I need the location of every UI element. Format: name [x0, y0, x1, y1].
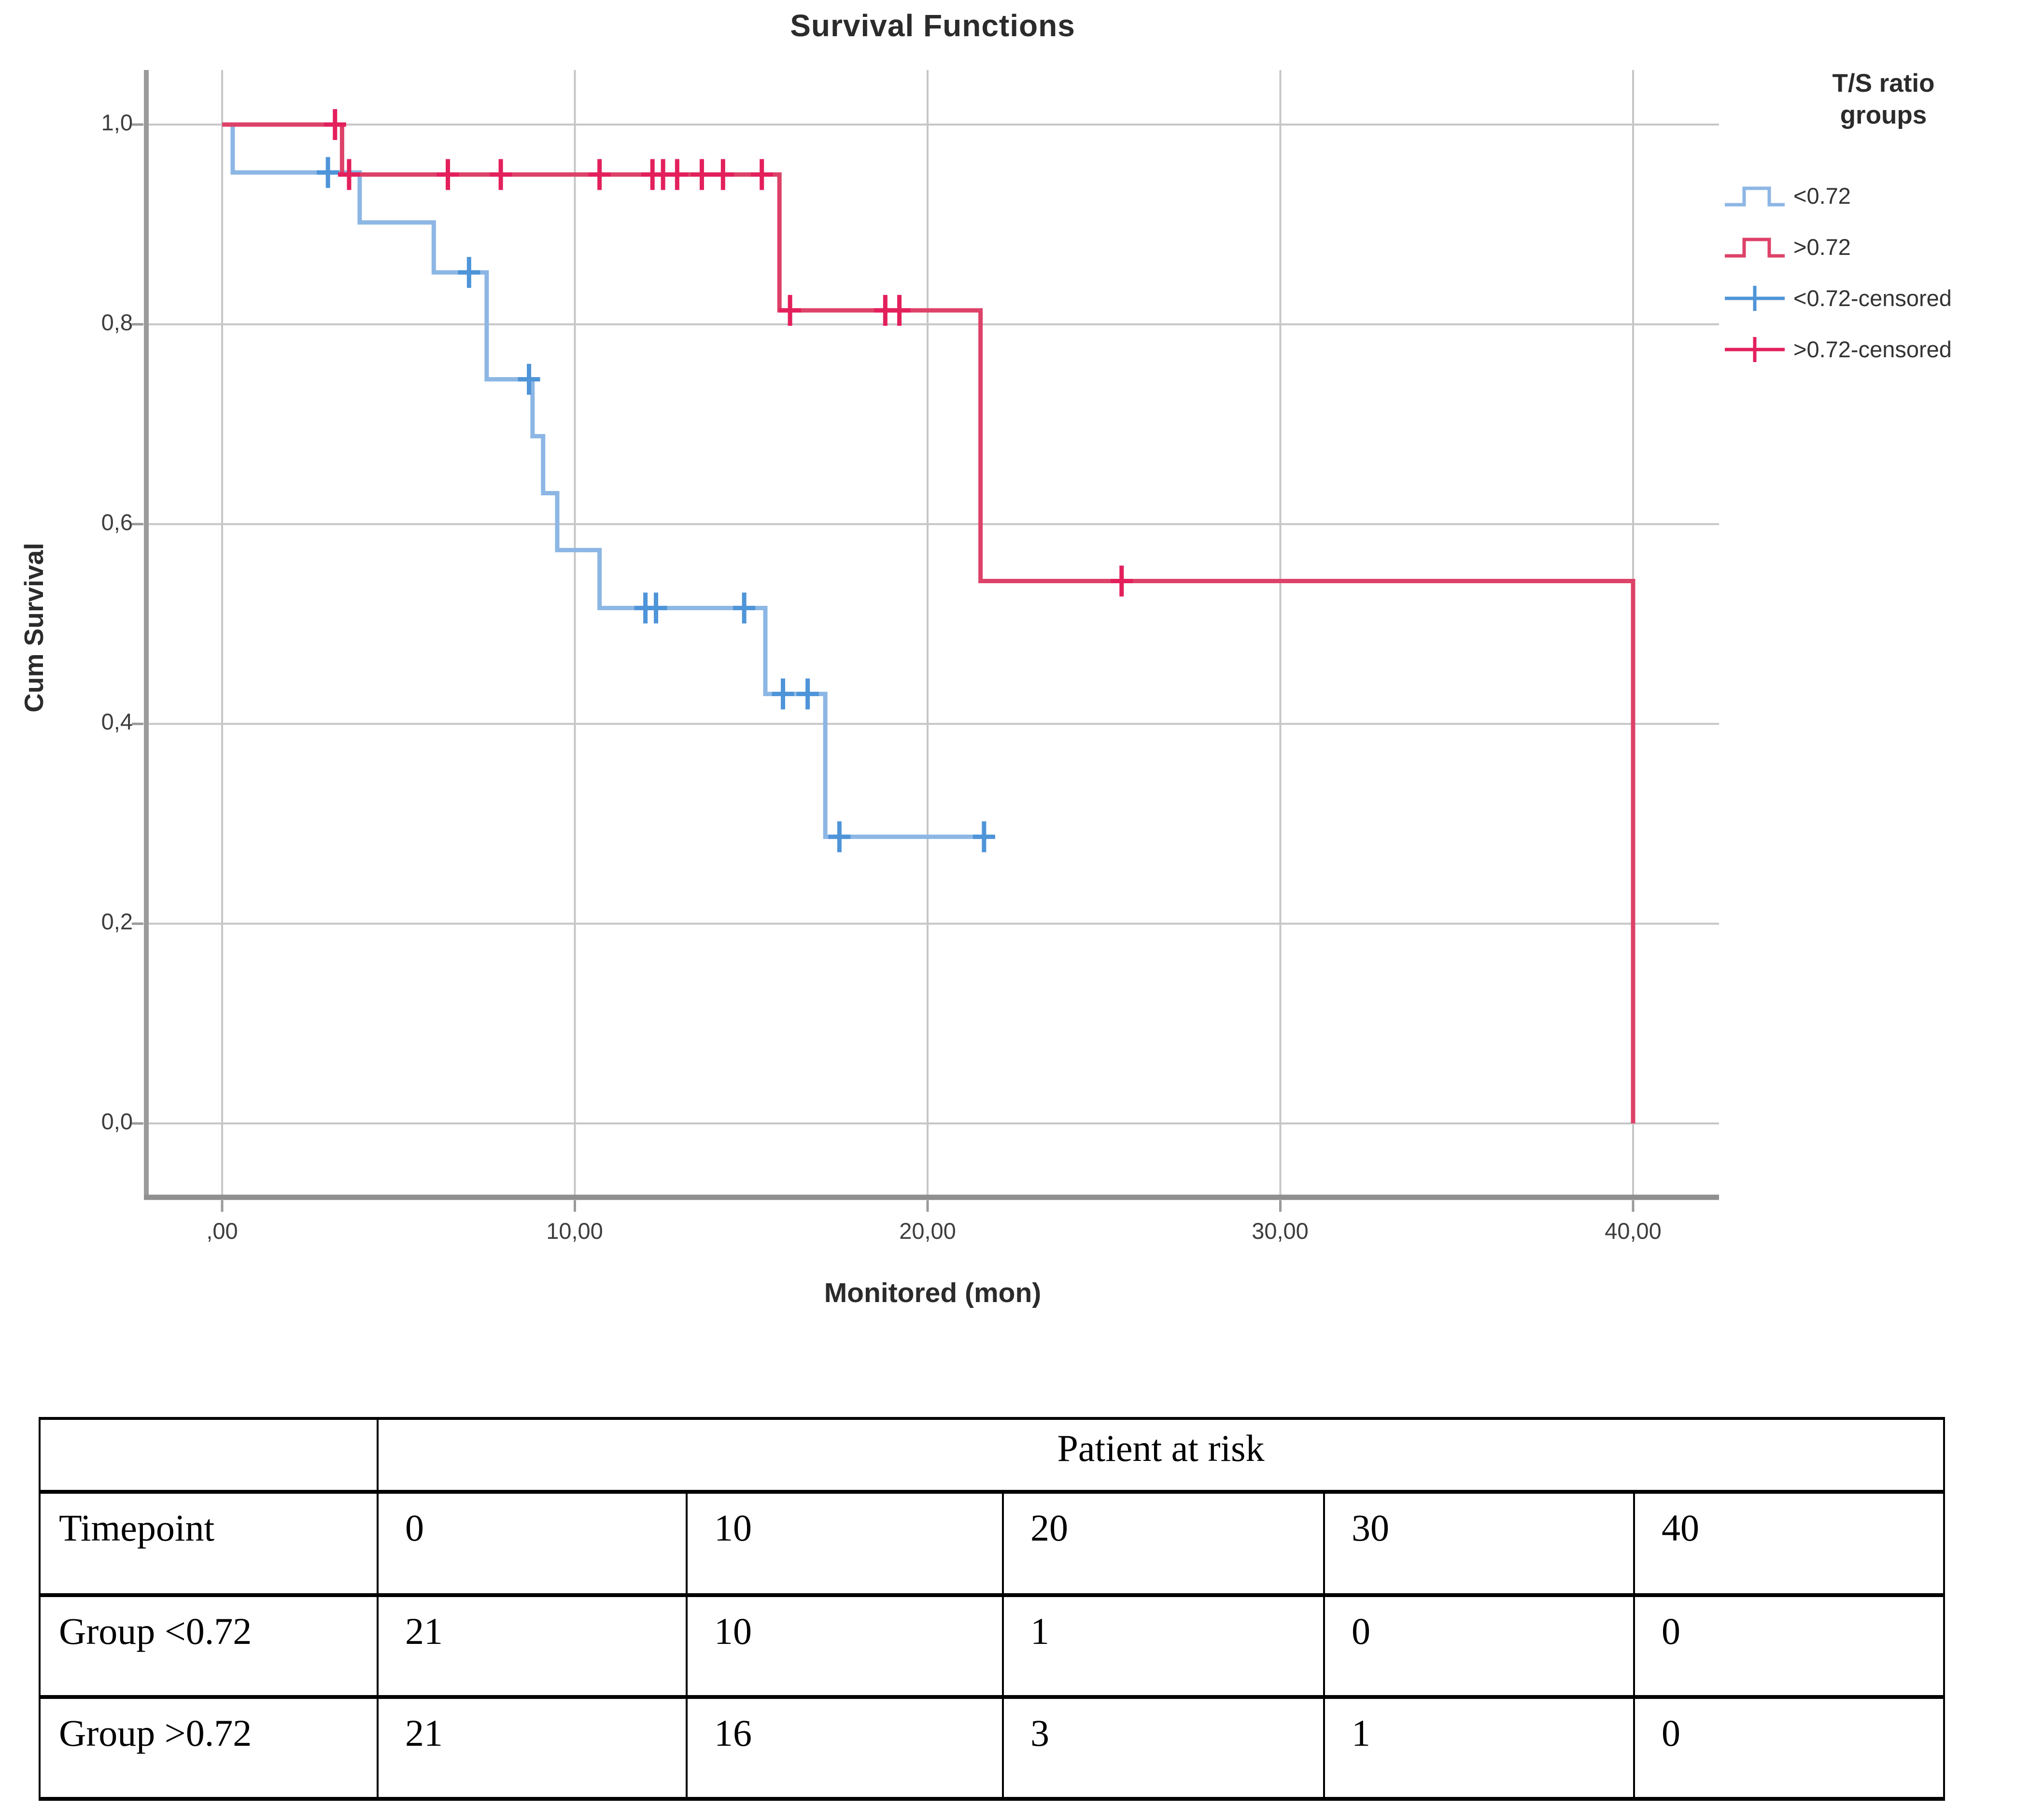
table-cell: 1 [1323, 1695, 1635, 1801]
table-cell: 10 [686, 1593, 1004, 1699]
step-line-red-icon [1725, 238, 1785, 257]
legend-item-gt072: >0.72 [1723, 222, 2044, 273]
x-tick-label: 20,00 [899, 1218, 956, 1244]
legend-item-label: <0.72 [1793, 183, 1851, 209]
y-axis-label: Cum Survival [19, 543, 49, 713]
legend: T/S ratio groups <0.72 >0.72 [1723, 68, 2044, 375]
survival-chart: Survival Functions Cum Survival Monitore… [19, 8, 2044, 1308]
legend-item-gt072-censored: >0.72-censored [1723, 324, 2044, 375]
table-header-cell: Patient at risk [376, 1417, 1945, 1494]
y-tick-label: 0,8 [101, 309, 133, 335]
table-cell: 0 [1323, 1593, 1635, 1699]
table-row-label: Group >0.72 [39, 1695, 379, 1801]
censor-line-blue-icon [1725, 285, 1785, 311]
table-cell: 0 [377, 1490, 688, 1597]
table-cell: 16 [686, 1695, 1004, 1801]
x-tick-label: 10,00 [546, 1218, 603, 1244]
legend-item-lt072: <0.72 [1723, 170, 2044, 222]
x-tick-label: ,00 [206, 1218, 238, 1244]
legend-item-label: >0.72-censored [1793, 337, 1952, 362]
x-tick-label: 30,00 [1252, 1218, 1309, 1244]
legend-item-lt072-censored: <0.72-censored [1723, 273, 2044, 324]
table-cell: 30 [1323, 1490, 1635, 1597]
table-row: Timepoint 0 10 20 30 40 [39, 1490, 1945, 1597]
table-row: Group >0.72 21 16 3 1 0 [39, 1695, 1945, 1801]
table-cell: 3 [1002, 1695, 1325, 1801]
legend-item-label: <0.72-censored [1793, 285, 1952, 311]
step-line-blue-icon [1725, 186, 1785, 206]
legend-title-line1: T/S ratio [1832, 69, 1935, 98]
table-row: Group <0.72 21 10 1 0 0 [39, 1593, 1945, 1699]
legend-title: T/S ratio groups [1723, 68, 2044, 132]
legend-item-label: >0.72 [1793, 234, 1851, 260]
y-tick-label: 0,6 [101, 509, 133, 535]
table-cell: 0 [1633, 1695, 1945, 1801]
chart-title: Survival Functions [790, 8, 1075, 43]
x-tick-label: 40,00 [1605, 1218, 1662, 1244]
table-row-label: Timepoint [39, 1490, 379, 1597]
censor-line-red-icon [1725, 337, 1785, 362]
table-cell: 10 [686, 1490, 1004, 1597]
table-corner-cell [39, 1417, 379, 1494]
y-tick-label: 0,4 [101, 709, 133, 734]
legend-item-list: <0.72 >0.72 <0.72-censored [1723, 170, 2044, 375]
x-axis-label: Monitored (mon) [824, 1277, 1042, 1308]
table-cell: 40 [1633, 1490, 1945, 1597]
y-tick-label: 0,2 [101, 909, 133, 934]
table-cell: 21 [377, 1695, 688, 1801]
y-tick-label: 0,0 [101, 1108, 133, 1134]
table-cell: 1 [1002, 1593, 1325, 1699]
survival-plot-canvas [132, 70, 1719, 1212]
table-header-row: Patient at risk [39, 1417, 1945, 1494]
y-tick-label: 1,0 [101, 110, 133, 135]
legend-title-line2: groups [1840, 101, 1927, 130]
table-cell: 20 [1002, 1490, 1325, 1597]
table-cell: 21 [377, 1593, 688, 1699]
table-row-label: Group <0.72 [39, 1593, 379, 1699]
patients-at-risk-table: Patient at risk Timepoint 0 10 20 30 40 … [39, 1417, 1945, 1801]
table-cell: 0 [1633, 1593, 1945, 1699]
